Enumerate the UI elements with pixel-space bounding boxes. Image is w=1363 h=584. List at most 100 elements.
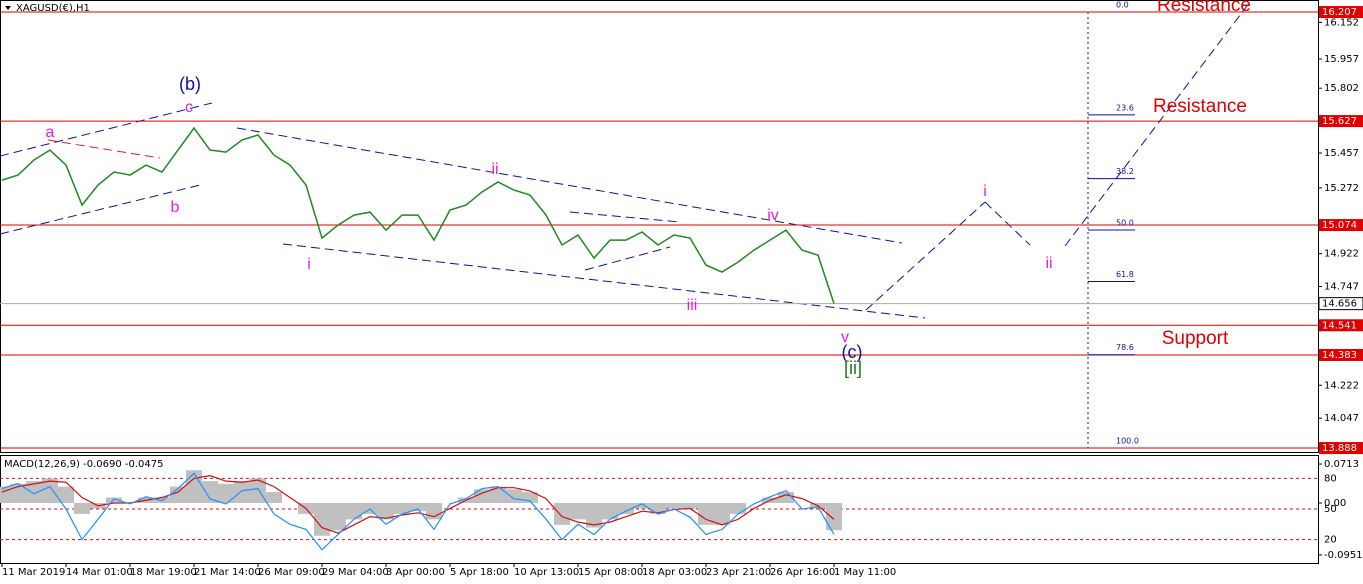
y-tick-label: 15.957: [1324, 54, 1359, 65]
x-tick-label: 1 May 11:00: [834, 567, 896, 578]
histogram-bar: [714, 502, 730, 525]
histogram-bar: [170, 486, 186, 503]
level-box: [1319, 442, 1363, 455]
y-tick-label: 0.00: [1324, 498, 1346, 509]
level-label: 14.383: [1322, 350, 1357, 361]
wave-label: iii: [687, 297, 698, 314]
x-tick-label: 29 Mar 04:00: [322, 567, 389, 578]
indicator-line: [1, 472, 835, 551]
y-tick-label: 16.152: [1324, 17, 1359, 28]
histogram-bar: [218, 483, 234, 503]
indicator-line: [1, 475, 835, 534]
histogram-bar: [42, 478, 58, 503]
y-tick-label: 15.457: [1324, 148, 1359, 159]
wave-label: ii: [491, 161, 498, 178]
histogram-bar: [74, 502, 90, 514]
histogram-bar: [202, 481, 218, 503]
level-box: [1319, 115, 1363, 128]
histogram-bar: [394, 502, 410, 514]
fib-label: 50.0: [1116, 219, 1134, 228]
x-tick-label: 18 Apr 03:00: [642, 567, 707, 578]
wave-label: c: [185, 99, 193, 116]
histogram-bar: [346, 502, 362, 520]
fib-label: 61.8: [1116, 270, 1134, 279]
wave-label: v: [841, 329, 849, 346]
histogram-bar: [474, 489, 490, 503]
x-tick-label: 10 Apr 13:00: [514, 567, 579, 578]
wave-label: Resistance: [1153, 96, 1247, 117]
x-tick-label: 3 Apr 00:00: [386, 567, 445, 578]
histogram-bar: [0, 486, 10, 503]
x-tick-label: 21 Mar 14:00: [194, 567, 261, 578]
histogram-bar: [826, 502, 842, 531]
histogram-bar: [314, 502, 330, 536]
x-tick-label: 11 Mar 2019: [2, 567, 65, 578]
fib-label: 78.6: [1116, 343, 1134, 352]
level-label: 14.541: [1322, 320, 1357, 331]
level-label: 13.888: [1322, 443, 1357, 454]
wave-label: (c): [842, 342, 863, 362]
y2-tick-label: 80: [1324, 473, 1337, 484]
histogram-bar: [554, 502, 570, 525]
wave-label: iv: [767, 207, 779, 224]
fib-label: 23.6: [1116, 103, 1134, 112]
histogram-bar: [602, 502, 618, 520]
fib-label: 0.0: [1116, 1, 1129, 10]
price-line: [1, 126, 835, 304]
histogram-bar: [506, 489, 522, 503]
histogram-bar: [26, 481, 42, 503]
level-label: 15.627: [1322, 116, 1357, 127]
histogram-bar: [698, 502, 714, 525]
histogram-bar: [730, 502, 746, 514]
level-box: [1319, 6, 1363, 19]
histogram-bar: [666, 502, 682, 509]
histogram-bar: [410, 502, 426, 512]
histogram-bar: [490, 486, 506, 503]
histogram-bar: [58, 486, 74, 503]
histogram-bar: [250, 478, 266, 503]
y2-tick-label: 20: [1324, 535, 1337, 546]
current-price-label: 14.656: [1322, 299, 1357, 310]
fib-label: 38.2: [1116, 167, 1134, 176]
y-tick-label: 0.0713: [1324, 459, 1359, 470]
y-tick-label: 14.747: [1324, 282, 1359, 293]
histogram-bar: [10, 483, 26, 503]
histogram-bar: [586, 502, 602, 528]
current-price-box: [1318, 297, 1363, 311]
macd-title: MACD(12,26,9) -0.0690 -0.0475: [4, 459, 164, 470]
menu-icon[interactable]: [5, 6, 11, 10]
wave-label: ii: [1045, 255, 1052, 272]
wave-label: (b): [179, 74, 201, 94]
y-tick-label: 14.922: [1324, 249, 1359, 260]
level-label: 16.207: [1322, 7, 1357, 18]
x-tick-label: 23 Apr 21:00: [706, 567, 771, 578]
histogram-bar: [618, 502, 634, 514]
wave-label: i: [307, 256, 311, 273]
x-tick-label: 14 Mar 01:00: [66, 567, 133, 578]
y-tick-label: 14.222: [1324, 380, 1359, 391]
wave-label: b: [171, 199, 180, 216]
x-tick-label: 26 Mar 09:00: [258, 567, 325, 578]
price-panel: [0, 0, 1319, 453]
histogram-bar: [106, 497, 122, 503]
y-tick-label: 15.272: [1324, 183, 1359, 194]
histogram-bar: [778, 492, 794, 503]
y2-tick-label: 50: [1324, 504, 1337, 515]
trend-lines: [0, 1, 1251, 319]
histogram-bar: [682, 502, 698, 509]
histogram-bar: [234, 481, 250, 503]
histogram-bar: [186, 470, 202, 503]
histogram-bar: [330, 502, 346, 531]
y-tick-label: 14.047: [1324, 413, 1359, 424]
histogram-bar: [378, 502, 394, 520]
fib-label: 100.0: [1116, 437, 1139, 446]
histogram-bar: [634, 502, 650, 509]
level-box: [1319, 219, 1363, 232]
histogram-bar: [522, 492, 538, 503]
trend-line: [47, 139, 161, 159]
x-tick-label: 5 Apr 18:00: [450, 567, 509, 578]
level-box: [1319, 319, 1363, 332]
wave-label: [ii]: [844, 358, 862, 378]
y-tick-label: 15.802: [1324, 83, 1359, 94]
y-tick-label: -0.0951: [1324, 550, 1363, 561]
